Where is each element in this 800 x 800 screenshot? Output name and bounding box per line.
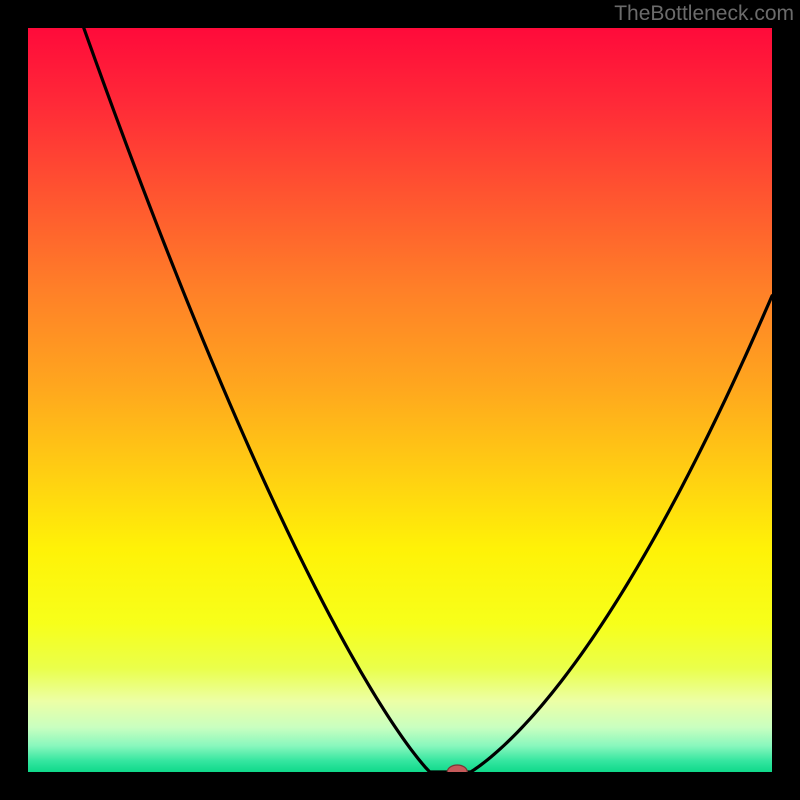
plot-background	[28, 28, 772, 772]
chart-stage: TheBottleneck.com	[0, 0, 800, 800]
bottleneck-chart	[0, 0, 800, 800]
plot-area	[28, 28, 772, 779]
